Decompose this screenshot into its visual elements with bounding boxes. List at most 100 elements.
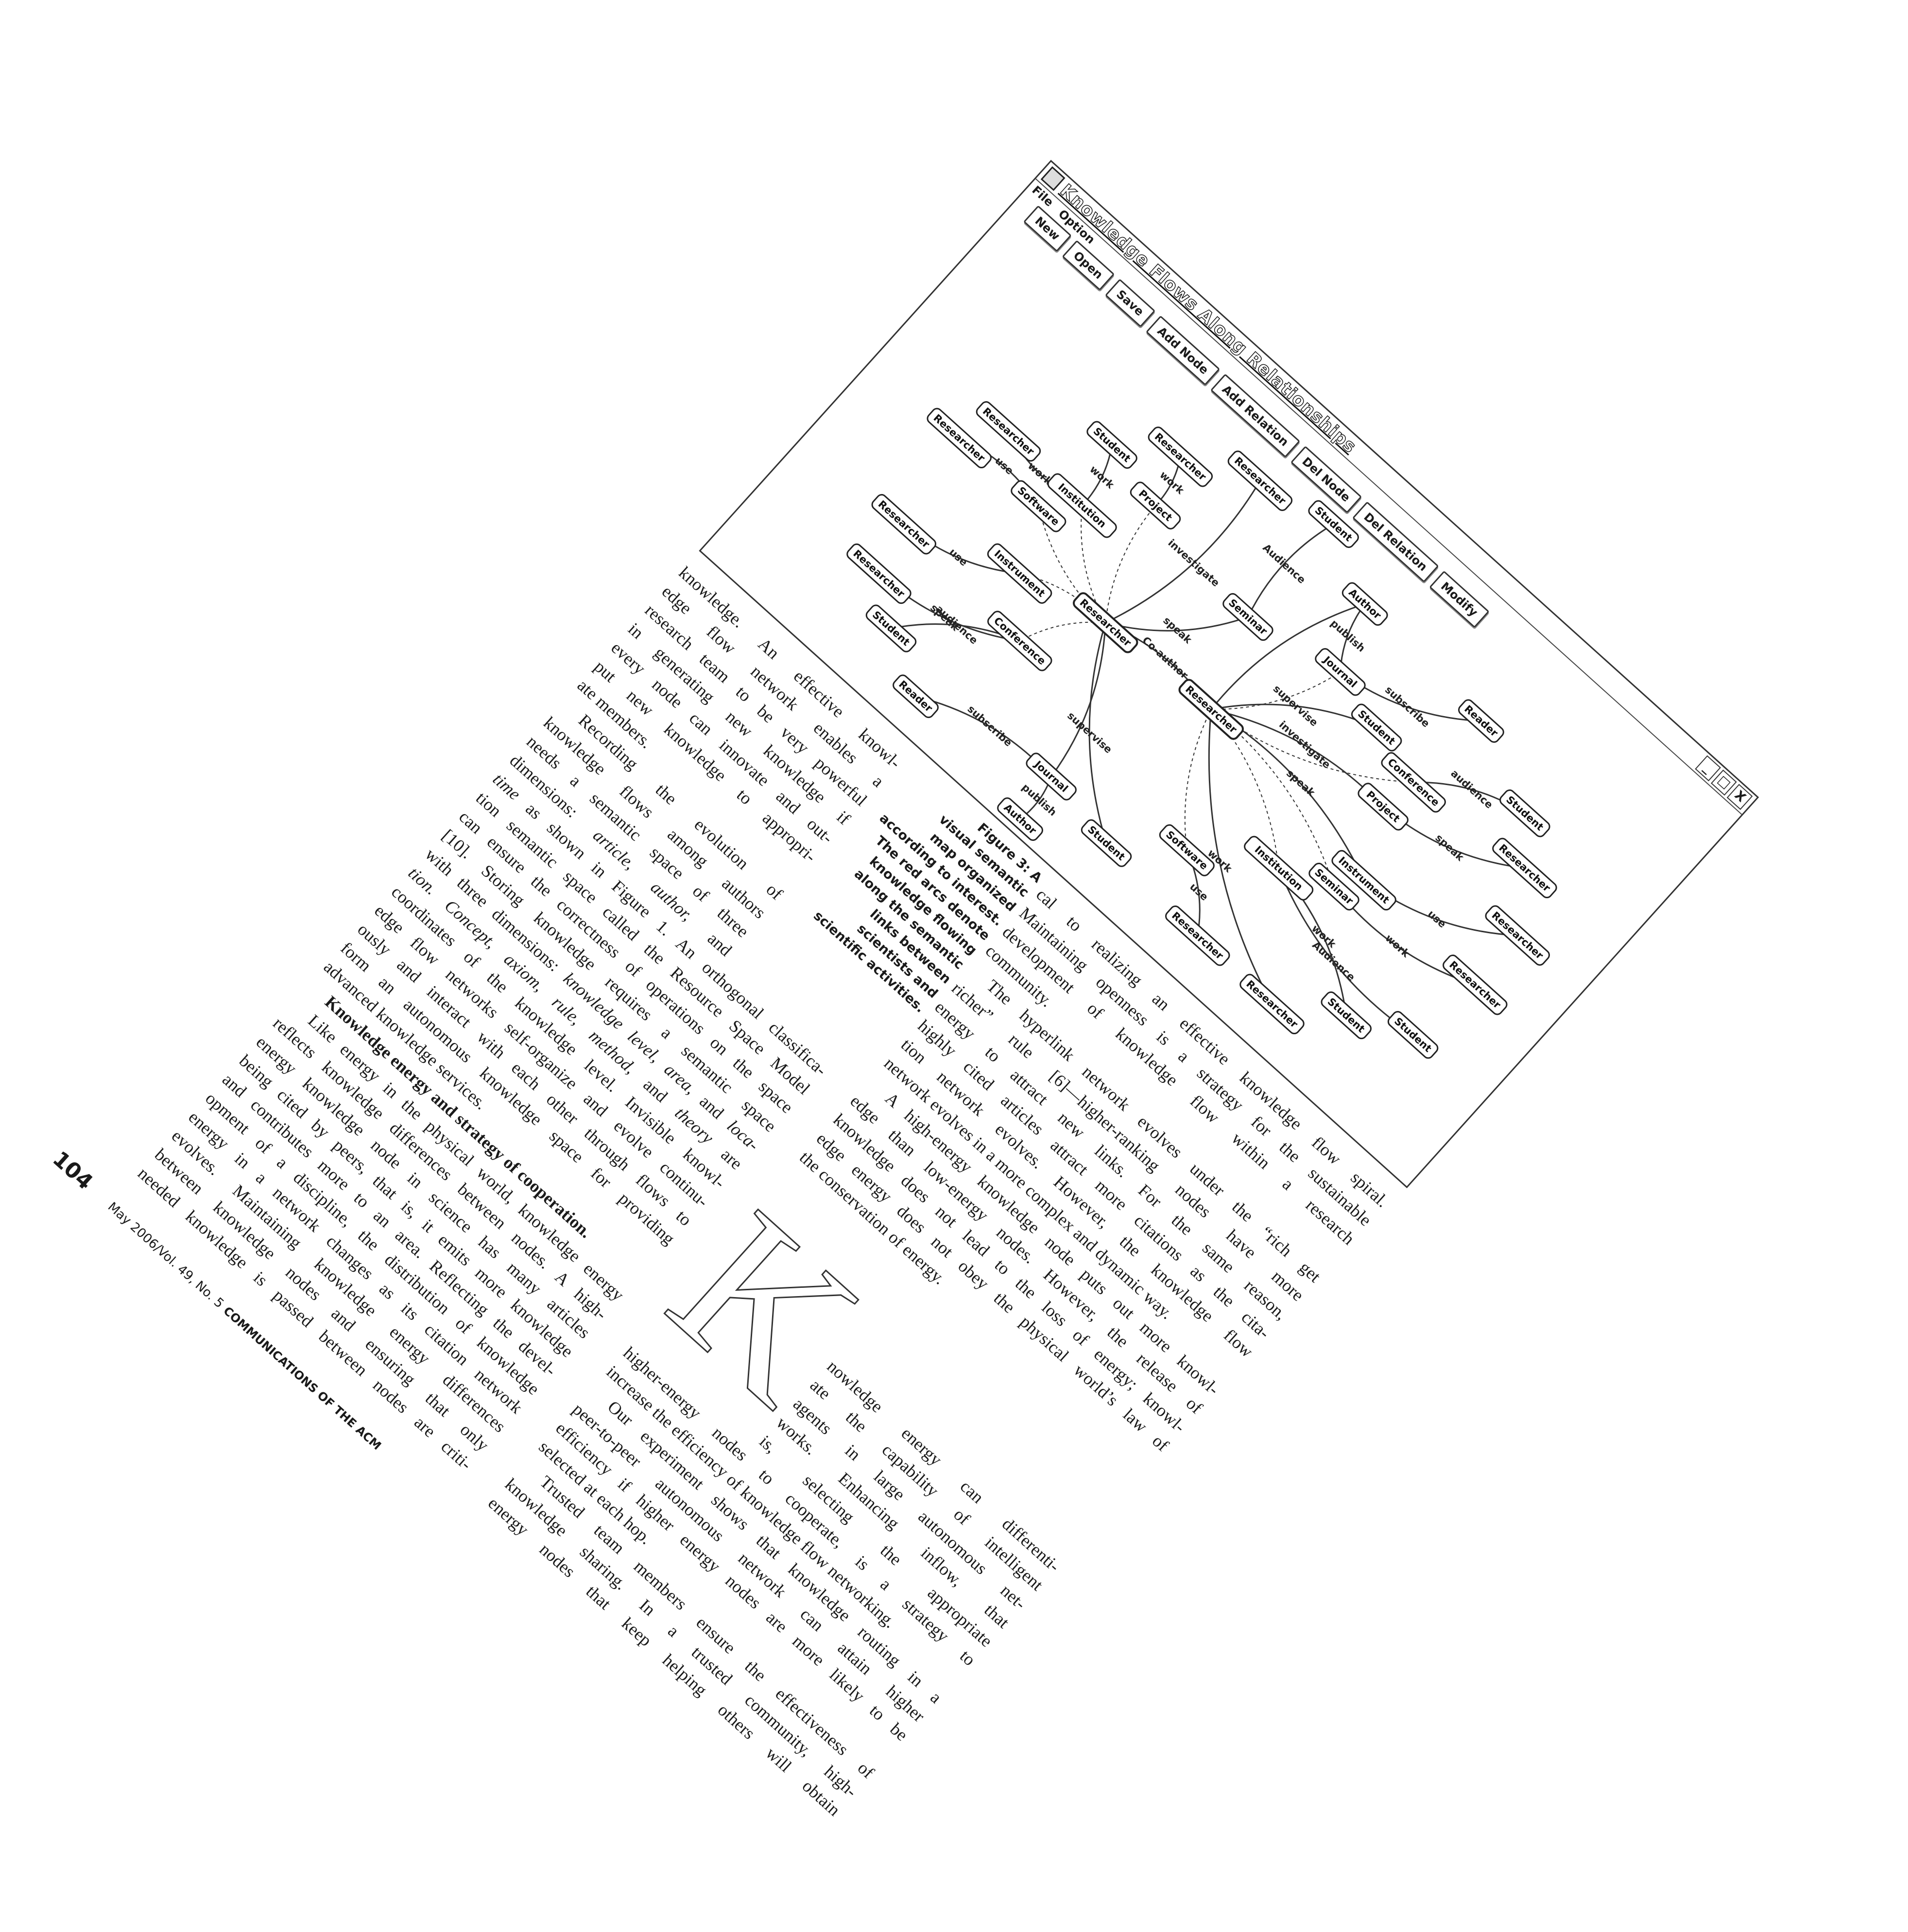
node-label: Student — [1325, 996, 1367, 1035]
edge-label: use — [947, 546, 970, 568]
node-label: Journal — [1031, 758, 1070, 794]
node-box — [1492, 838, 1557, 899]
node-label: Instrument — [992, 548, 1048, 599]
node-label: Journal — [1321, 653, 1359, 690]
node-label: Student — [1392, 1015, 1434, 1055]
page-number: 104 — [48, 1146, 98, 1195]
node-label: Researcher — [1183, 684, 1239, 736]
node-box — [1130, 481, 1181, 530]
node-box — [846, 543, 911, 604]
node-box — [1321, 991, 1372, 1040]
edge-label: work — [1087, 463, 1117, 491]
node-label: Conference — [992, 615, 1048, 667]
node-box — [1331, 850, 1396, 911]
edge-label: investigate — [1166, 537, 1221, 589]
node-label: Researcher — [1496, 842, 1553, 894]
node-box — [1244, 836, 1314, 901]
figure-window: use work work work use speak audience subscribe… — [699, 160, 1759, 1188]
edge — [1210, 603, 1365, 710]
node-box — [1443, 955, 1508, 1015]
node-label: Student — [1504, 794, 1546, 833]
edge-label: use — [1187, 881, 1210, 903]
node-label: Seminar — [1226, 597, 1270, 637]
node-label: Software — [1164, 829, 1210, 872]
node-label: Researcher — [851, 547, 907, 600]
node-box — [1165, 905, 1230, 966]
edge-label: speak — [1433, 832, 1466, 863]
node-box — [893, 674, 939, 718]
edge-label: supervise — [1271, 683, 1320, 729]
node-box — [1239, 974, 1305, 1035]
rotated-page: use work work work use speak audience subscribe… — [48, 160, 1759, 1862]
node-box — [1358, 783, 1409, 831]
edge-label: audience — [1448, 768, 1495, 811]
node-label: Student — [1356, 708, 1397, 747]
edge — [1105, 505, 1156, 623]
node-label: Researcher — [876, 498, 932, 550]
node-box — [1178, 679, 1244, 740]
node-box — [1387, 1011, 1439, 1059]
node-box — [1315, 648, 1366, 696]
edge-label: speak — [1284, 767, 1318, 799]
node-box — [1148, 427, 1213, 487]
node-box — [1458, 699, 1504, 743]
node-box — [1011, 480, 1066, 532]
edge-label: subscribe — [1383, 684, 1432, 730]
edge — [1208, 709, 1273, 1005]
node-label: Researcher — [931, 412, 988, 464]
edge — [1184, 709, 1212, 851]
edge — [1088, 622, 1107, 844]
node-label: Researcher — [1244, 978, 1300, 1030]
node-label: Student — [1085, 823, 1127, 863]
node-label: Researcher — [1447, 959, 1503, 1011]
node-label: Institution — [1253, 844, 1305, 893]
graph: use work workworkusespeakaudiencesubscribe… — [846, 401, 1557, 1059]
node-box — [1227, 450, 1293, 511]
edge-label: subscribe — [965, 703, 1014, 749]
edge — [1105, 480, 1261, 624]
edge — [1211, 671, 1341, 710]
edge-label: investigate — [1277, 719, 1333, 771]
node-box — [1351, 703, 1402, 752]
node-box — [1086, 421, 1137, 469]
edge — [1105, 616, 1248, 632]
node-box — [987, 543, 1052, 604]
node-box — [1341, 582, 1388, 626]
node-label: Researcher — [1169, 910, 1226, 962]
node-box — [871, 494, 937, 555]
node-box — [1485, 905, 1550, 966]
node-label: Researcher — [980, 405, 1037, 458]
node-label: Reader — [896, 678, 935, 715]
edge-label: use — [1426, 908, 1448, 930]
node-label: Researcher — [1490, 909, 1546, 962]
node-box — [927, 408, 992, 469]
node-label: Student — [1091, 425, 1133, 464]
node-label: Researcher — [1078, 597, 1134, 649]
node-box — [1222, 593, 1273, 641]
edge-label: publish — [1328, 617, 1368, 654]
node-box — [997, 797, 1043, 841]
node-box — [1081, 819, 1132, 867]
app-icon — [1040, 166, 1066, 191]
node-label: Student — [870, 609, 912, 648]
node-box — [1381, 752, 1446, 813]
node-box — [1047, 473, 1117, 538]
edge — [1019, 573, 1106, 623]
node-box — [865, 604, 917, 652]
node-box — [1073, 592, 1138, 653]
node-box — [1026, 752, 1077, 801]
node-box — [987, 611, 1052, 671]
edge-label: work — [1383, 932, 1412, 960]
node-box — [1308, 862, 1359, 911]
node-box — [1308, 500, 1359, 548]
edge — [1081, 505, 1106, 623]
edge — [1247, 523, 1334, 617]
node-box — [1499, 789, 1550, 838]
node-label: Reader — [1462, 703, 1500, 739]
edge — [1019, 621, 1106, 642]
edge-label: work — [1157, 469, 1186, 496]
node-box — [1159, 824, 1215, 876]
edge — [1382, 806, 1525, 869]
node-box — [976, 401, 1041, 462]
